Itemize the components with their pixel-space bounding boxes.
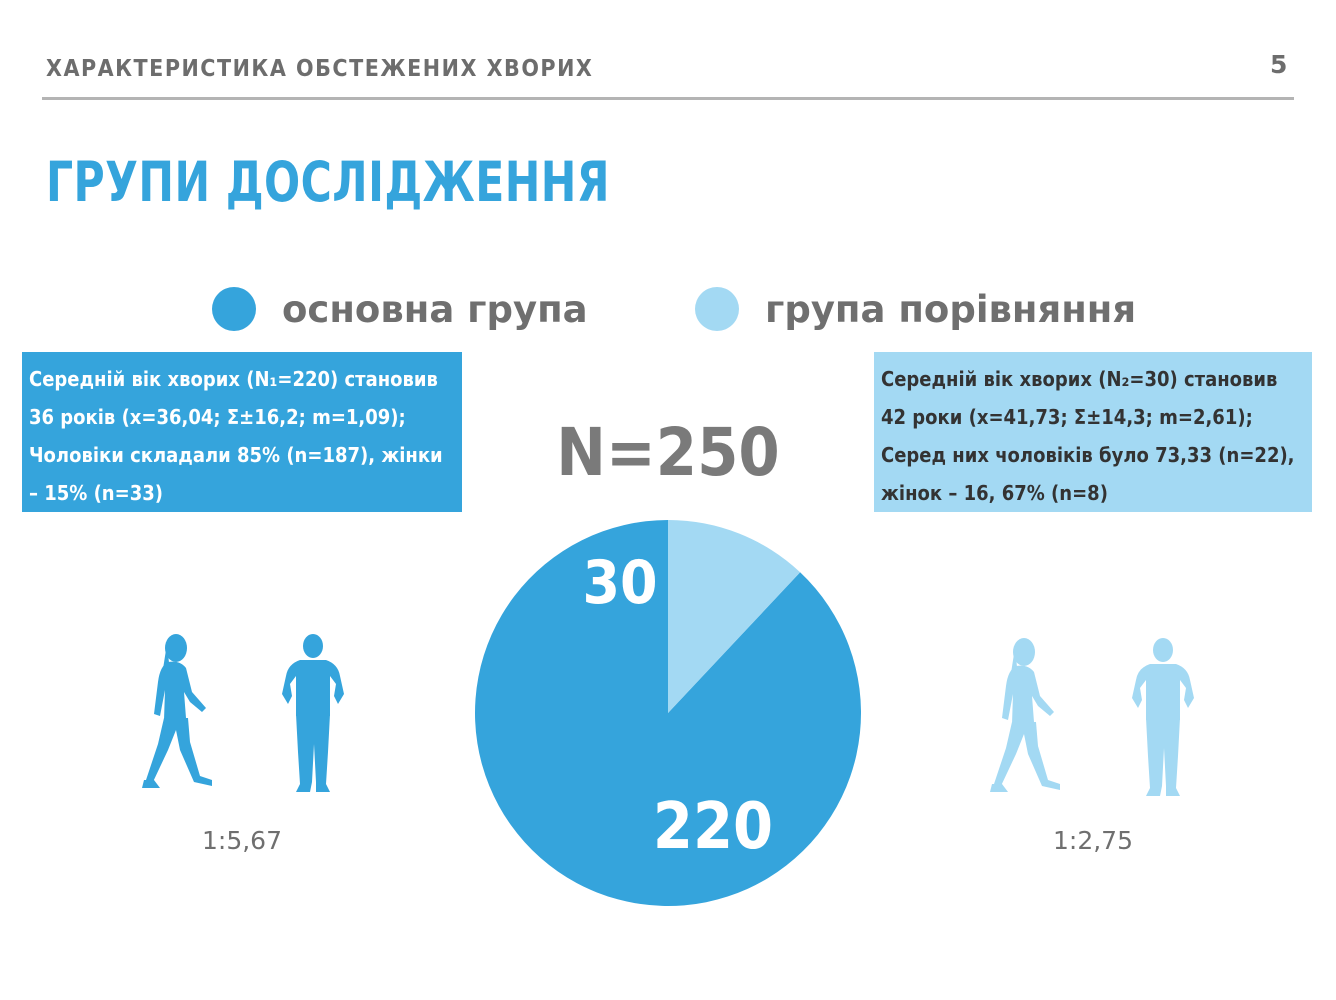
man-standing-icon <box>282 634 344 792</box>
woman-walking-icon <box>990 638 1060 792</box>
pie-slice-main <box>474 520 861 906</box>
info-box-compare: Середній вік хворих (N₂=30) становив 42 … <box>874 352 1312 512</box>
man-standing-icon <box>1132 638 1194 796</box>
pie-chart: 220 30 <box>473 518 863 908</box>
header-divider <box>42 97 1294 100</box>
legend-item-compare: група порівняння <box>695 284 1136 334</box>
header-title: ХАРАКТЕРИСТИКА ОБСТЕЖЕНИХ ХВОРИХ <box>46 56 594 82</box>
info-main-line: – 15% (n=33) <box>29 481 163 505</box>
ratio-main: 1:5,67 <box>202 826 282 855</box>
pie-label-main: 220 <box>653 790 773 864</box>
info-main-line: Середній вік хворих (N₁=220) становив <box>29 367 438 391</box>
legend-dot-main <box>212 287 256 331</box>
info-main-line: 36 років (x=36,04; Σ±16,2; m=1,09); <box>29 405 406 429</box>
info-compare-line: Середній вік хворих (N₂=30) становив <box>881 367 1278 391</box>
ratio-compare: 1:2,75 <box>1053 826 1133 855</box>
legend-dot-compare <box>695 287 739 331</box>
total-count: N=250 <box>556 414 780 491</box>
legend-label-compare: група порівняння <box>765 287 1137 331</box>
info-box-main: Середній вік хворих (N₁=220) становив 36… <box>22 352 462 512</box>
woman-walking-icon <box>142 634 212 788</box>
pie-chart-svg: 220 30 <box>474 520 861 906</box>
info-main-line: Чоловіки складали 85% (n=187), жінки <box>29 443 443 467</box>
pie-label-compare: 30 <box>582 548 657 618</box>
legend-item-main: основна група <box>212 284 588 334</box>
pie-slice-compare <box>668 520 801 713</box>
legend-label-main: основна група <box>282 287 588 331</box>
info-compare-line: 42 роки (x=41,73; Σ±14,3; m=2,61); <box>881 405 1253 429</box>
slide-title: ГРУПИ ДОСЛІДЖЕННЯ <box>46 150 610 214</box>
info-compare-line: жінок – 16, 67% (n=8) <box>881 481 1108 505</box>
page-number: 5 <box>1270 50 1288 79</box>
info-compare-line: Серед них чоловіків було 73,33 (n=22), <box>881 443 1295 467</box>
